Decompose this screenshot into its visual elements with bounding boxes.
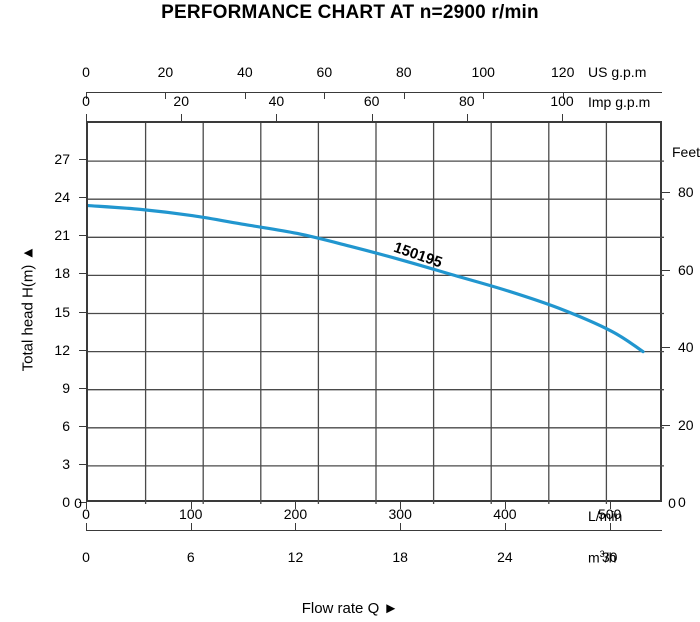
plot-bottom-tick: [295, 502, 297, 509]
x-axis-title: Flow rate Q ►: [301, 600, 399, 617]
m3h-label: 24: [497, 549, 513, 565]
axis-head-m-label: 9: [62, 379, 70, 396]
us-gpm-label: 80: [395, 64, 412, 80]
grid-horizontal-lines: [88, 160, 664, 467]
axis-feet-label: 20: [678, 416, 694, 433]
page-title: PERFORMANCE CHART AT n=2900 r/min: [161, 2, 539, 23]
lpm-tick: [295, 523, 297, 530]
us-gpm-label: 40: [237, 64, 253, 80]
lpm-tick: [504, 523, 506, 530]
lpm-tick: [609, 523, 611, 530]
axis-head-m-tick: [79, 463, 86, 465]
axis-feet-label: 80: [678, 184, 694, 201]
imp-gpm-tick: [562, 114, 564, 121]
us-gpm-tick: [165, 92, 167, 99]
plot-bottom-tick: [504, 502, 506, 509]
axis-head-m-tick: [79, 273, 86, 275]
imp-gpm-tick: [466, 114, 468, 121]
m3h-label: 12: [287, 549, 304, 565]
lpm-label: 100: [179, 506, 203, 522]
plot-area: [86, 121, 664, 504]
us-gpm-label: 60: [316, 64, 333, 80]
plot-bottom-tick: [190, 502, 192, 509]
axis-feet-tick: [662, 269, 670, 271]
lpm-label: 200: [283, 506, 308, 522]
axis-head-m-label: 3: [62, 455, 70, 472]
axis-head-m-label: 12: [54, 341, 70, 358]
lpm-tick: [86, 523, 87, 530]
axis-feet-zero-right: 0: [668, 495, 676, 511]
imp-gpm-tick: [371, 114, 373, 121]
y-axis-title: Total head H(m) ▲: [19, 245, 37, 372]
lpm-label: 500: [597, 506, 622, 522]
imp-gpm-tick: [276, 114, 278, 121]
imp-gpm-tick: [86, 114, 87, 121]
axis-feet-unit: Feet: [672, 144, 700, 160]
us-gpm-tick: [483, 92, 485, 99]
lpm-label: 400: [493, 506, 517, 522]
axis-feet-label: 40: [678, 339, 694, 356]
imp-gpm-label: 100: [550, 93, 574, 109]
imp-gpm-label: 80: [459, 93, 475, 109]
us-gpm-tick: [244, 92, 246, 99]
us-gpm-tick: [403, 92, 405, 99]
imp-gpm-label: 40: [268, 93, 285, 109]
axis-head-m-tick: [79, 349, 86, 351]
axis-lpm-rule: [86, 530, 662, 531]
us-gpm-label: 20: [157, 64, 174, 80]
axis-m3h-unit: m3/h: [588, 549, 617, 566]
pump-performance-curve: [88, 203, 645, 354]
us-gpm-tick: [86, 92, 87, 99]
m3h-label: 18: [392, 549, 408, 565]
lpm-tick: [400, 523, 402, 530]
axis-feet-tick: [662, 424, 670, 426]
axis-head-m-tick: [79, 197, 86, 199]
us-gpm-tick: [324, 92, 326, 99]
axis-head-m-tick: [79, 425, 86, 427]
imp-gpm-label: 20: [173, 93, 189, 109]
axis-head-m-label: 24: [54, 189, 70, 206]
imp-gpm-label: 60: [363, 93, 380, 109]
us-gpm-tick: [562, 92, 564, 99]
axis-imp-gpm-unit: Imp g.p.m: [588, 94, 651, 110]
axis-us-gpm: 0 20 40 60 80 100 120: [82, 64, 662, 99]
us-gpm-label: 120: [551, 64, 575, 80]
axis-head-m-label: 15: [54, 303, 70, 320]
axis-lpm-unit: L/min: [588, 508, 623, 524]
m3h-label: 0: [82, 549, 90, 565]
m3h-label: 30: [601, 549, 618, 565]
axis-feet-label: 0: [678, 494, 686, 510]
axis-feet-tick: [662, 347, 670, 349]
axis-feet-tick: [662, 192, 670, 194]
axis-head-m-label: 21: [54, 227, 70, 244]
axis-head-zero-left: 0: [74, 495, 82, 511]
axis-head-m-tick: [79, 387, 86, 389]
axis-feet-label: 60: [678, 261, 694, 278]
axis-head-m-label: 0: [62, 494, 70, 510]
axis-us-gpm-unit: US g.p.m: [588, 64, 647, 80]
us-gpm-label: 100: [471, 64, 495, 80]
imp-gpm-tick: [181, 114, 183, 121]
lpm-label: 0: [82, 506, 90, 522]
axis-head-m-label: 27: [54, 151, 70, 168]
axis-head-m-tick: [79, 159, 86, 161]
axis-head-m-label: 18: [54, 265, 70, 282]
axis-us-gpm-rule: [86, 92, 662, 93]
axis-head-m-label: 6: [62, 417, 70, 434]
plot-bottom-tick: [400, 502, 402, 509]
us-gpm-label: 0: [82, 64, 90, 80]
plot-bottom-tick: [609, 502, 611, 509]
m3h-label: 6: [186, 549, 195, 565]
axis-head-m-tick: [79, 502, 86, 503]
lpm-tick: [190, 523, 192, 530]
axis-lpm: 0 100 200 300 400 500: [82, 506, 662, 531]
axis-head-m-tick: [79, 311, 86, 313]
plot-bottom-tick: [86, 502, 87, 509]
axis-head-m-tick: [79, 235, 86, 237]
imp-gpm-label: 0: [82, 93, 90, 109]
plot-grid-and-curve: [88, 123, 664, 504]
lpm-label: 300: [388, 506, 412, 522]
